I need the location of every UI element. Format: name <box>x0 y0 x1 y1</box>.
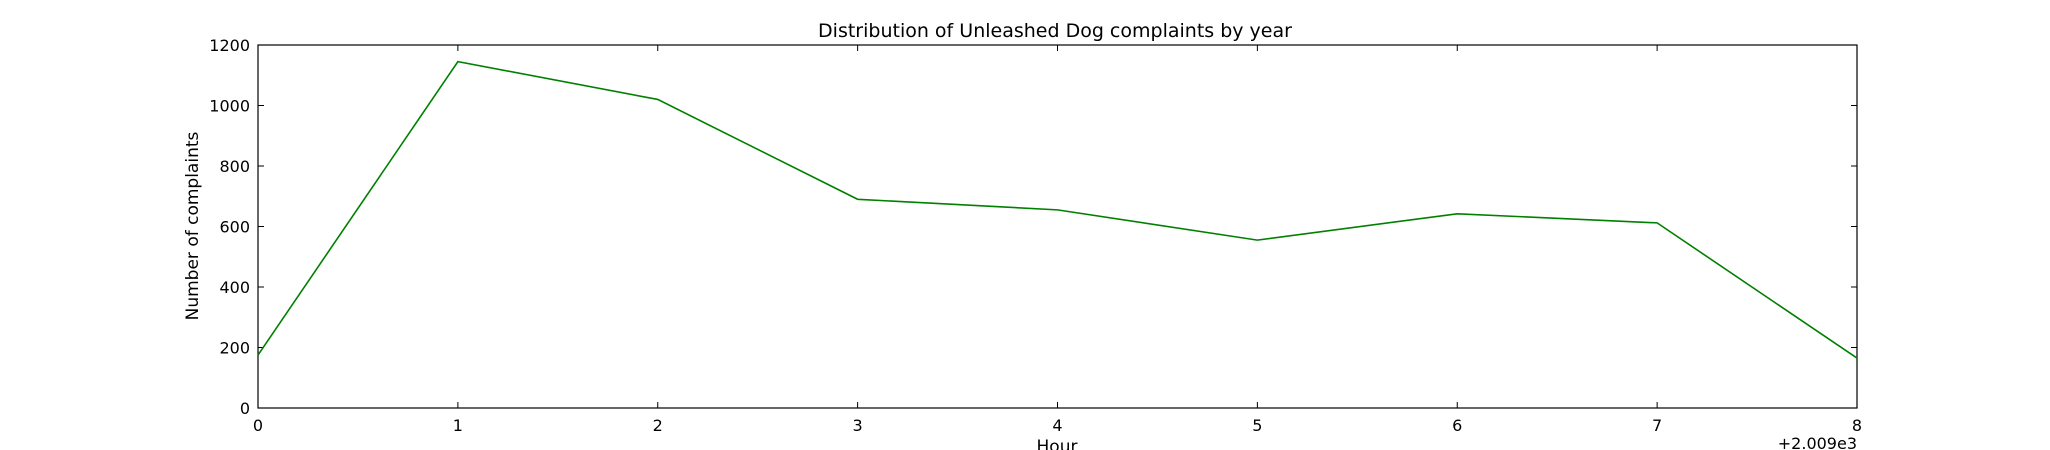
x-tick-label: 5 <box>1252 416 1262 435</box>
x-axis: 0 1 2 3 4 5 6 7 8 <box>253 45 1862 435</box>
y-tick-label: 600 <box>219 218 250 237</box>
x-axis-offset-label: +2.009e3 <box>1778 434 1857 450</box>
chart-title: Distribution of Unleashed Dog complaints… <box>818 20 1292 42</box>
x-tick-label: 3 <box>853 416 863 435</box>
y-tick-label: 1000 <box>209 97 250 116</box>
x-tick-label: 6 <box>1452 416 1462 435</box>
plot-area-frame <box>257 44 1858 409</box>
y-tick-label: 1200 <box>209 36 250 55</box>
x-tick-label: 0 <box>253 416 263 435</box>
y-tick-label: 800 <box>219 157 250 176</box>
series-layer <box>257 60 1858 359</box>
y-tick-label: 200 <box>219 339 250 358</box>
x-tick-label: 1 <box>453 416 463 435</box>
x-tick-label: 4 <box>1052 416 1062 435</box>
y-axis-label: Number of complaints <box>183 131 203 320</box>
y-axis: 0 200 400 600 800 1000 1200 <box>209 36 1857 418</box>
x-tick-label: 2 <box>653 416 663 435</box>
x-tick-label: 8 <box>1852 416 1862 435</box>
x-tick-label: 7 <box>1652 416 1662 435</box>
y-tick-label: 400 <box>219 278 250 297</box>
x-axis-label: Hour <box>1037 437 1078 450</box>
y-tick-label: 0 <box>240 399 250 418</box>
